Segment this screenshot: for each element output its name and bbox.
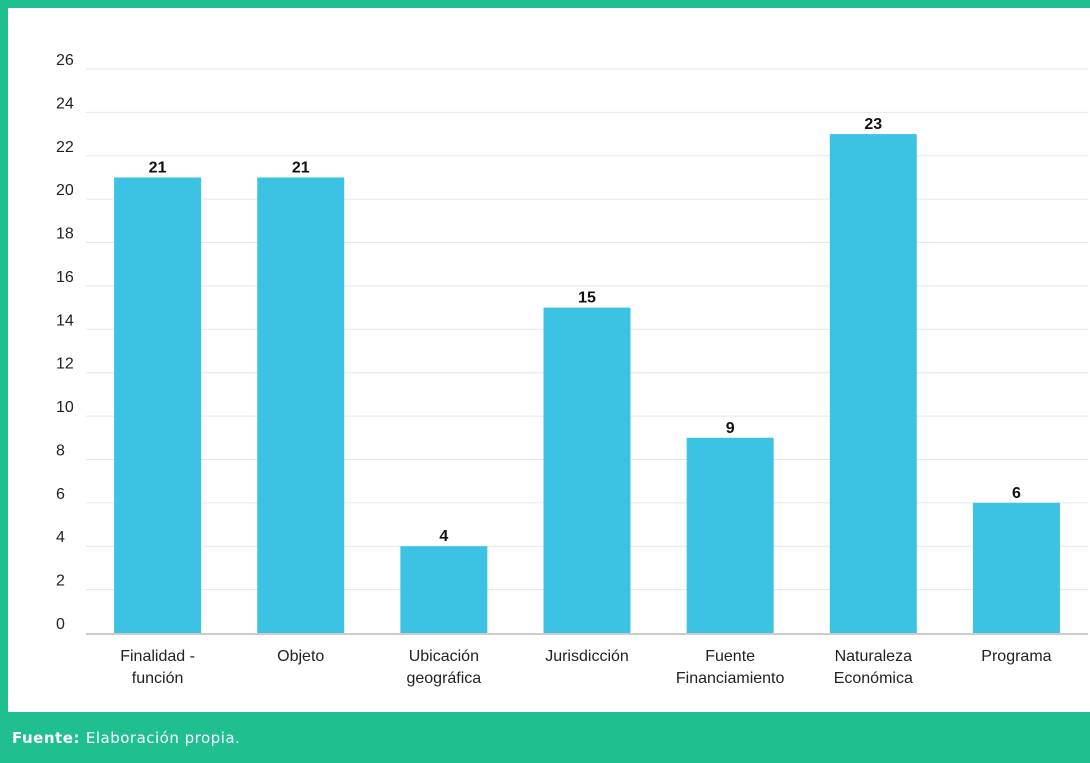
y-tick-label: 24 xyxy=(56,95,74,112)
y-tick-label: 10 xyxy=(56,399,74,416)
x-category-label: Programa xyxy=(981,648,1051,665)
bar xyxy=(686,437,774,633)
bar-value-label: 9 xyxy=(726,420,735,437)
bar xyxy=(829,134,917,634)
chart-area: 0 2 4 6 8 10 12 14 16 18 20 22 24 26 21 21 4 15 9 23 6 Fina… xyxy=(16,16,1090,720)
x-category-label: Objeto xyxy=(277,648,324,665)
y-tick-label: 8 xyxy=(56,442,65,459)
bars xyxy=(114,134,1060,634)
y-tick-label: 14 xyxy=(56,312,74,329)
y-tick-label: 12 xyxy=(56,356,74,373)
bar-value-label: 21 xyxy=(292,159,310,176)
x-category-label: Ubicación geográfica xyxy=(406,648,481,687)
y-tick-label: 22 xyxy=(56,139,74,156)
bar-value-label: 21 xyxy=(149,159,167,176)
bar-value-label: 15 xyxy=(578,290,596,307)
y-tick-label: 2 xyxy=(56,573,65,590)
bar-value-label: 23 xyxy=(864,116,882,133)
x-category-label: Finalidad -función xyxy=(120,648,195,687)
bar xyxy=(114,177,202,633)
y-tick-label: 0 xyxy=(56,616,65,633)
source-text: Elaboración propia. xyxy=(85,728,241,747)
bar xyxy=(400,546,488,633)
x-category-label: Naturaleza Económica xyxy=(834,648,913,687)
y-tick-label: 6 xyxy=(56,486,65,503)
y-tick-label: 20 xyxy=(56,182,74,199)
bar xyxy=(543,307,631,633)
source-label: Fuente: xyxy=(12,728,80,747)
bar-value-label: 4 xyxy=(439,528,448,545)
y-tick-label: 16 xyxy=(56,269,74,286)
x-category-label: Jurisdicción xyxy=(545,648,629,665)
bar xyxy=(257,177,345,633)
data-labels: 21 21 4 15 9 23 6 xyxy=(149,116,1021,545)
x-axis-categories: Finalidad -función Objeto Ubicación geográf… xyxy=(120,648,1051,687)
y-tick-label: 26 xyxy=(56,52,74,69)
y-tick-label: 18 xyxy=(56,226,74,243)
bar xyxy=(972,502,1060,633)
source-footer: Fuente: Elaboración propia. xyxy=(0,712,1090,763)
y-tick-label: 4 xyxy=(56,529,65,546)
x-category-label: Fuente Financiamiento xyxy=(676,648,785,687)
bar-value-label: 6 xyxy=(1012,485,1021,502)
